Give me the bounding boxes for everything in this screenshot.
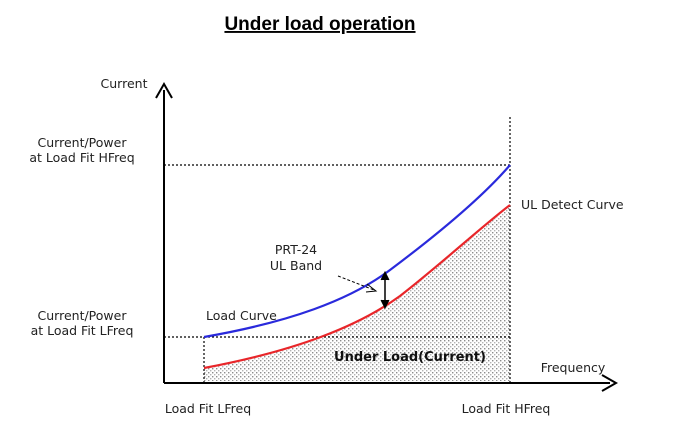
ul-detect-curve (203, 204, 511, 370)
load-curve-label: Load Curve (206, 308, 277, 323)
diagram-title: Under load operation (224, 14, 415, 35)
ul-band-arrowhead-down (380, 299, 390, 310)
prt-band-label-line1: PRT-24 (275, 242, 317, 257)
y-tick-high-line2: at Load Fit HFreq (29, 150, 134, 165)
ul-band-arrowhead-up (380, 270, 390, 281)
x-axis-arrowhead (601, 374, 619, 392)
load-curve (203, 164, 511, 339)
under-load-region-label: Under Load(Current) (334, 350, 486, 365)
y-tick-low-line2: at Load Fit LFreq (31, 323, 134, 338)
ul-detect-curve-label: UL Detect Curve (521, 197, 624, 212)
prt-band-leader (337, 275, 375, 291)
prt-band-label-line2: UL Band (270, 258, 322, 273)
y-axis-label: Current (101, 76, 148, 91)
x-tick-low: Load Fit LFreq (165, 401, 251, 416)
y-tick-low-line1: Current/Power (38, 308, 128, 323)
prt-band-leader-arrowhead (365, 283, 378, 293)
y-axis-arrowhead (155, 81, 173, 99)
x-axis-label: Frequency (541, 360, 606, 375)
y-tick-high-line1: Current/Power (38, 135, 128, 150)
x-tick-high: Load Fit HFreq (462, 401, 551, 416)
